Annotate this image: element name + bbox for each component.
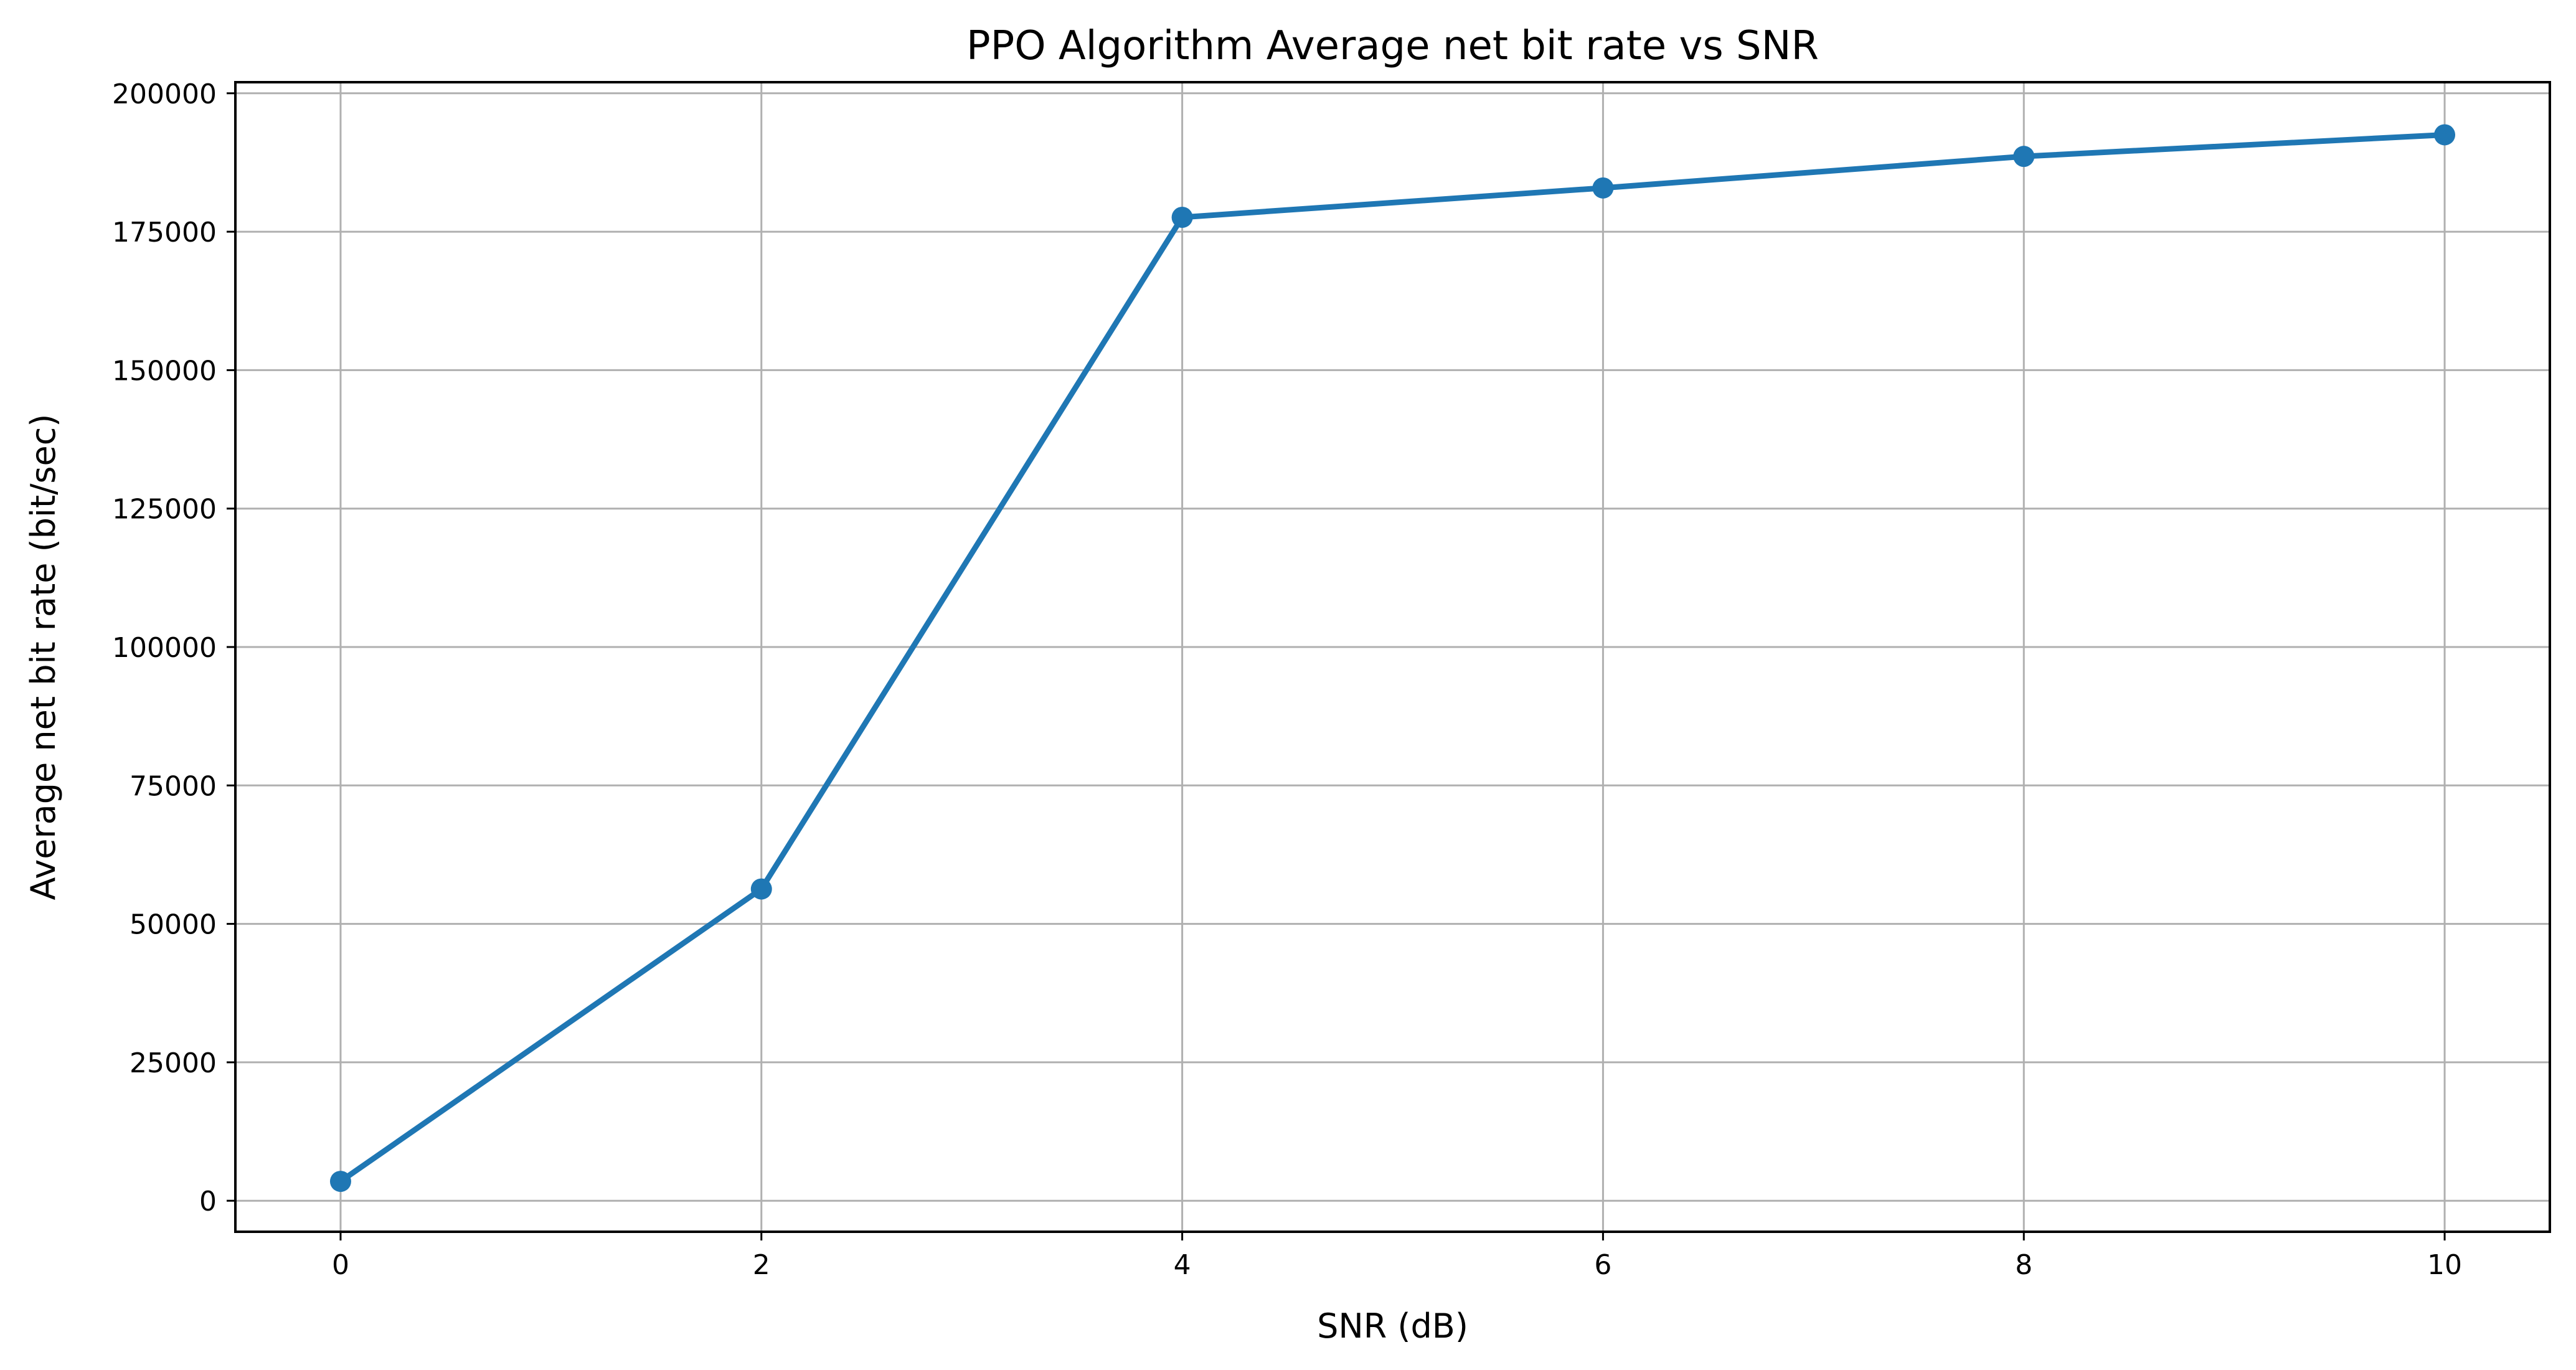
x-axis-label: SNR (dB) [1317,1306,1468,1346]
y-axis-label: Average net bit rate (bit/sec) [24,414,63,900]
x-tick-label: 4 [1174,1249,1191,1281]
data-point [329,1171,351,1193]
x-tick-label: 0 [332,1249,349,1281]
y-tick-label: 125000 [112,494,217,526]
series-layer [329,124,2456,1193]
data-point [2013,146,2035,168]
grid [235,82,2550,1232]
data-point [1592,177,1614,199]
chart-title: PPO Algorithm Average net bit rate vs SN… [966,23,1819,69]
y-tick-label: 25000 [130,1047,217,1079]
y-tick-label: 75000 [130,770,217,802]
y-tick-label: 0 [199,1186,217,1217]
y-tick-label: 200000 [112,78,217,110]
x-tick-label: 6 [1594,1249,1611,1281]
x-tick-label: 2 [753,1249,770,1281]
x-tick-label: 10 [2427,1249,2462,1281]
series-line [337,131,2448,1184]
plot-frame [234,81,2551,1233]
y-tick-label: 50000 [130,909,217,941]
y-tick-label: 150000 [112,355,217,387]
data-point [750,878,772,900]
data-point [1171,206,1193,228]
y-tick-label: 175000 [112,217,217,248]
x-tick-label: 8 [2015,1249,2032,1281]
ticks: 0 2 4 6 8 10 0 25000 50000 75000 100000 125000 15000… [112,78,2462,1281]
data-point [2434,124,2456,146]
y-tick-label: 100000 [112,632,217,664]
